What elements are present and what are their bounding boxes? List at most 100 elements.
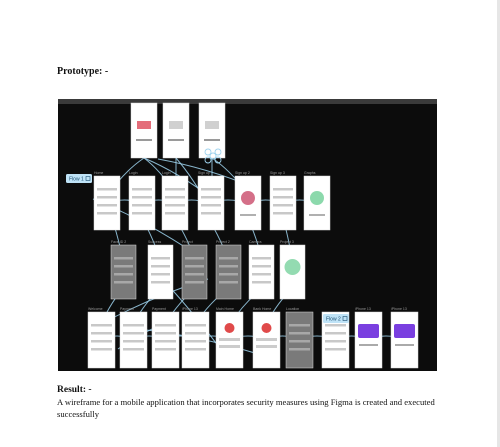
- screen-frame-4: [128, 175, 156, 231]
- frame-title: iPhone 13: [391, 307, 407, 311]
- screen-frame-25: [390, 311, 419, 369]
- flow-play-icon: [342, 316, 348, 321]
- connector-handle-0: [204, 148, 212, 156]
- frame-row: [273, 204, 293, 207]
- frame-card: [394, 324, 415, 338]
- frame-row: [252, 273, 271, 276]
- frame-row: [132, 212, 152, 215]
- frame-title: Success: [148, 240, 161, 244]
- frame-row: [97, 188, 117, 191]
- frame-row: [252, 257, 271, 260]
- frame-text-line: [204, 139, 220, 141]
- frame-row: [165, 204, 185, 207]
- frame-title: Home: [94, 171, 103, 175]
- screen-frame-6: [197, 175, 225, 231]
- frame-row: [289, 340, 310, 343]
- frame-row: [201, 188, 221, 191]
- frame-row: [273, 188, 293, 191]
- screen-frame-24: [354, 311, 383, 369]
- frame-card: [358, 324, 379, 338]
- frame-row: [185, 281, 204, 284]
- frame-title: Project 3: [280, 240, 294, 244]
- frame-row: [97, 212, 117, 215]
- frame-title: Login: [162, 171, 171, 175]
- frame-row: [185, 265, 204, 268]
- connector-handle-4: [214, 156, 222, 164]
- frame-row: [185, 324, 206, 327]
- frame-row: [97, 196, 117, 199]
- frame-image-placeholder: [205, 121, 219, 129]
- frame-row: [289, 332, 310, 335]
- prototype-diagram: Home Login Login Sign up Sign up 2 Sign up 3 G…: [66, 102, 419, 369]
- frame-title: Camera: [249, 240, 262, 244]
- frame-row: [165, 196, 185, 199]
- screen-frame-10: [110, 244, 137, 300]
- frame-title: Graphs: [304, 171, 316, 175]
- screen-frame-14: [248, 244, 275, 300]
- screen-frame-5: [161, 175, 189, 231]
- frame-row: [91, 324, 112, 327]
- frame-text-line: [359, 344, 378, 346]
- frame-row: [91, 348, 112, 351]
- frame-title: iPhone 13: [182, 307, 198, 311]
- frame-row: [219, 265, 238, 268]
- frame-row: [256, 338, 277, 341]
- frame-graphic: [310, 191, 324, 205]
- frame-row: [91, 332, 112, 335]
- frame-row: [289, 324, 310, 327]
- frame-title: Face ID 2: [111, 240, 126, 244]
- frame-title: Location: [286, 307, 299, 311]
- screen-frame-11: [147, 244, 174, 300]
- frame-row: [165, 212, 185, 215]
- screen-frame-13: [215, 244, 242, 300]
- frame-row: [256, 345, 277, 348]
- frame-row: [289, 348, 310, 351]
- frame-row: [151, 265, 170, 268]
- frame-row: [123, 332, 144, 335]
- frame-row: [219, 273, 238, 276]
- frame-row: [91, 340, 112, 343]
- screen-frame-2: [198, 102, 226, 159]
- frame-graphic: [241, 191, 255, 205]
- frame-row: [185, 332, 206, 335]
- frame-row: [273, 196, 293, 199]
- flow-tag-label-1: Flow 1: [69, 177, 84, 183]
- frame-row: [201, 196, 221, 199]
- frame-row: [185, 348, 206, 351]
- frame-row: [201, 212, 221, 215]
- connector-handle-3: [204, 156, 212, 164]
- canvas-top-bar: [58, 99, 437, 104]
- frame-row: [325, 332, 346, 335]
- frame-row: [185, 340, 206, 343]
- frame-text-line: [240, 214, 256, 216]
- frame-graphic: [284, 259, 301, 275]
- frame-text-line: [168, 139, 184, 141]
- flow-tag-1: [66, 174, 92, 183]
- frame-title: Payment: [120, 307, 134, 311]
- frame-row: [165, 188, 185, 191]
- frame-row: [185, 257, 204, 260]
- frame-image-placeholder: [169, 121, 183, 129]
- frame-row: [114, 265, 133, 268]
- frame-row: [219, 257, 238, 260]
- result-description: A wireframe for a mobile application tha…: [57, 397, 435, 419]
- frame-row: [273, 212, 293, 215]
- frame-text-line: [395, 344, 414, 346]
- page-edge: [497, 0, 500, 447]
- frame-row: [325, 340, 346, 343]
- frame-row: [155, 324, 176, 327]
- frame-row: [185, 273, 204, 276]
- screen-frame-12: [181, 244, 208, 300]
- frame-avatar: [224, 323, 235, 333]
- screen-frame-0: [130, 102, 158, 159]
- frame-row: [123, 348, 144, 351]
- frame-title: Main Home: [216, 307, 234, 311]
- frame-row: [151, 273, 170, 276]
- connector-handle-2: [214, 148, 222, 156]
- frame-row: [252, 281, 271, 284]
- result-heading: Result: -: [57, 385, 92, 395]
- frame-row: [132, 196, 152, 199]
- frame-title: Sign up 3: [270, 171, 285, 175]
- connector-handle-1: [209, 152, 217, 160]
- frame-title: Login: [129, 171, 138, 175]
